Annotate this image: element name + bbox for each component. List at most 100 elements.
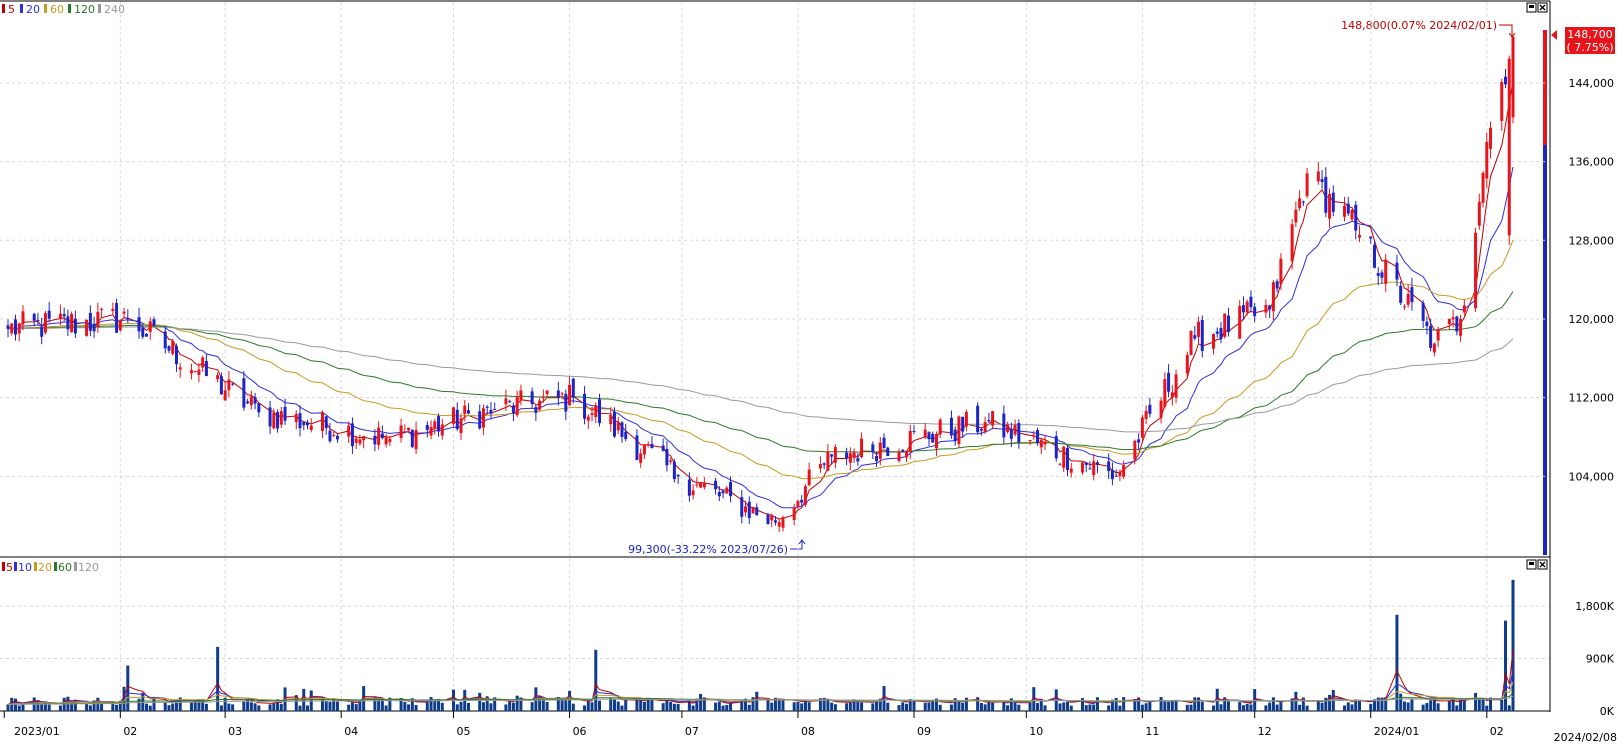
candle-body (1028, 440, 1032, 442)
candle-body (43, 313, 47, 333)
volume-bar (901, 702, 905, 711)
volume-bar (571, 703, 575, 711)
candle-body (1058, 463, 1062, 465)
volume-bar (347, 704, 351, 711)
volume-bar (437, 699, 441, 711)
volume-bar (6, 704, 10, 711)
volume-bar (1009, 698, 1013, 711)
volume-bar (399, 697, 403, 711)
volume-bar (1238, 701, 1242, 711)
x-tick-label: 06 (573, 725, 587, 738)
candle-body (953, 429, 957, 442)
candle-body (1219, 327, 1223, 340)
candle-body (1009, 429, 1013, 439)
volume-bar (1290, 698, 1294, 711)
volume-bar (875, 701, 879, 711)
volume-bar (298, 705, 302, 711)
volume-bar (407, 704, 411, 711)
volume-bar (856, 701, 860, 711)
candle-body (201, 357, 205, 368)
candle-body (407, 427, 411, 431)
volume-bar (1474, 692, 1478, 711)
candle-body (949, 417, 953, 436)
volume-bar (740, 699, 744, 711)
candle-body (1245, 301, 1249, 313)
volume-bar (830, 702, 834, 711)
volume-bar (642, 701, 646, 711)
current-price-label: 148,700 ( 7.75%) (1551, 27, 1615, 54)
candle-body (328, 430, 332, 442)
candle-body (803, 486, 807, 505)
candle-body (347, 425, 351, 437)
volume-bar (403, 701, 407, 711)
volume-bar (1264, 705, 1268, 711)
candle-body (792, 507, 796, 521)
candle-body (620, 422, 624, 437)
volume-bar (1358, 700, 1362, 711)
volume-bar (377, 698, 381, 711)
volume-bar (481, 702, 485, 711)
volume-bar (650, 699, 654, 711)
candle-body (1384, 259, 1388, 284)
candle-body (66, 316, 70, 330)
volume-bar (1039, 699, 1043, 711)
x-tick-label: 2024/01 (1374, 725, 1420, 738)
volume-bar (931, 699, 935, 711)
candle-body (665, 448, 669, 466)
candle-body (1455, 316, 1459, 332)
candle-body (145, 333, 149, 337)
volume-bar (687, 700, 691, 711)
volume-bar (991, 702, 995, 711)
volume-bar (721, 705, 725, 711)
volume-bar (661, 703, 665, 711)
volume-bar (1399, 693, 1403, 711)
volume-bar (1298, 704, 1302, 711)
volume-bar (923, 702, 927, 711)
candle-body (410, 429, 414, 447)
volume-bar (1350, 704, 1354, 711)
candle-body (6, 325, 10, 329)
volume-bar (796, 701, 800, 711)
candle-body (725, 487, 729, 494)
volume-bar (1432, 699, 1436, 711)
volume-bar (807, 702, 811, 711)
vol-legend-20: 20 (38, 561, 52, 574)
candle-body (624, 431, 628, 440)
volume-bar (729, 703, 733, 711)
volume-bar (410, 698, 414, 711)
volume-bar (530, 702, 534, 711)
volume-bar (193, 699, 197, 711)
candle-body (1069, 468, 1073, 473)
candle-body (755, 507, 759, 516)
candle-body (781, 517, 785, 528)
volume-bar (216, 646, 220, 711)
candle-body (73, 318, 77, 334)
candle-body (807, 469, 811, 486)
volume-bar (725, 704, 729, 711)
candle-body (564, 393, 568, 412)
volume-bar (358, 700, 362, 711)
candle-body (13, 319, 17, 335)
volume-bar (306, 705, 310, 711)
volume-bar (1459, 698, 1463, 711)
volume-tick-label: 900K (1586, 653, 1615, 666)
volume-bar (773, 697, 777, 711)
volume-bar (1395, 614, 1399, 711)
volume-bar (1159, 697, 1163, 711)
candle-body (796, 500, 800, 508)
candle-body (934, 434, 938, 449)
volume-bar (231, 704, 235, 711)
volume-bar (1320, 702, 1324, 711)
price-panel-buttons (1526, 2, 1548, 13)
volume-bar (1185, 704, 1189, 711)
volume-bar (1137, 697, 1141, 711)
volume-bar (616, 701, 620, 711)
volume-bar (148, 705, 152, 711)
volume-bar (141, 692, 145, 711)
volume-bar (665, 699, 669, 711)
candle-body (1507, 58, 1511, 236)
volume-bar (223, 697, 227, 711)
volume-bar (541, 699, 545, 711)
volume-bar (1226, 701, 1230, 711)
candle-body (519, 390, 523, 401)
